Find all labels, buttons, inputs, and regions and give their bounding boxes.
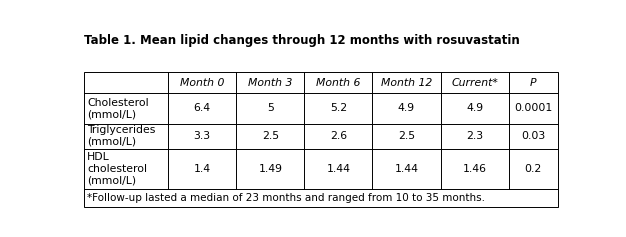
Text: 4.9: 4.9 [398, 103, 415, 114]
Text: Month 0: Month 0 [180, 78, 224, 88]
Text: 1.44: 1.44 [394, 164, 419, 174]
Text: 0.0001: 0.0001 [514, 103, 552, 114]
Text: *Follow-up lasted a median of 23 months and ranged from 10 to 35 months.: *Follow-up lasted a median of 23 months … [87, 193, 485, 203]
Text: 2.6: 2.6 [330, 131, 347, 141]
Text: HDL
cholesterol
(mmol/L): HDL cholesterol (mmol/L) [87, 152, 147, 185]
Text: Month 12: Month 12 [381, 78, 432, 88]
Text: 3.3: 3.3 [193, 131, 211, 141]
Text: 6.4: 6.4 [193, 103, 211, 114]
Text: Cholesterol
(mmol/L): Cholesterol (mmol/L) [87, 98, 148, 119]
Text: Current*: Current* [451, 78, 498, 88]
Text: 1.49: 1.49 [259, 164, 282, 174]
Text: 1.46: 1.46 [463, 164, 486, 174]
Text: 0.2: 0.2 [525, 164, 541, 174]
Text: 5.2: 5.2 [330, 103, 347, 114]
Text: Triglycerides
(mmol/L): Triglycerides (mmol/L) [87, 125, 155, 147]
Text: 1.4: 1.4 [193, 164, 211, 174]
Text: P: P [530, 78, 536, 88]
Text: Month 3: Month 3 [248, 78, 292, 88]
Text: 2.5: 2.5 [262, 131, 279, 141]
Text: 0.03: 0.03 [521, 131, 545, 141]
Bar [84, 72, 558, 207]
Text: Table 1. Mean lipid changes through 12 months with rosuvastatin: Table 1. Mean lipid changes through 12 m… [84, 34, 520, 47]
Text: 5: 5 [267, 103, 274, 114]
Text: 1.44: 1.44 [326, 164, 351, 174]
Text: Month 6: Month 6 [316, 78, 361, 88]
Text: 2.5: 2.5 [398, 131, 415, 141]
Text: 4.9: 4.9 [466, 103, 483, 114]
Text: 2.3: 2.3 [466, 131, 483, 141]
